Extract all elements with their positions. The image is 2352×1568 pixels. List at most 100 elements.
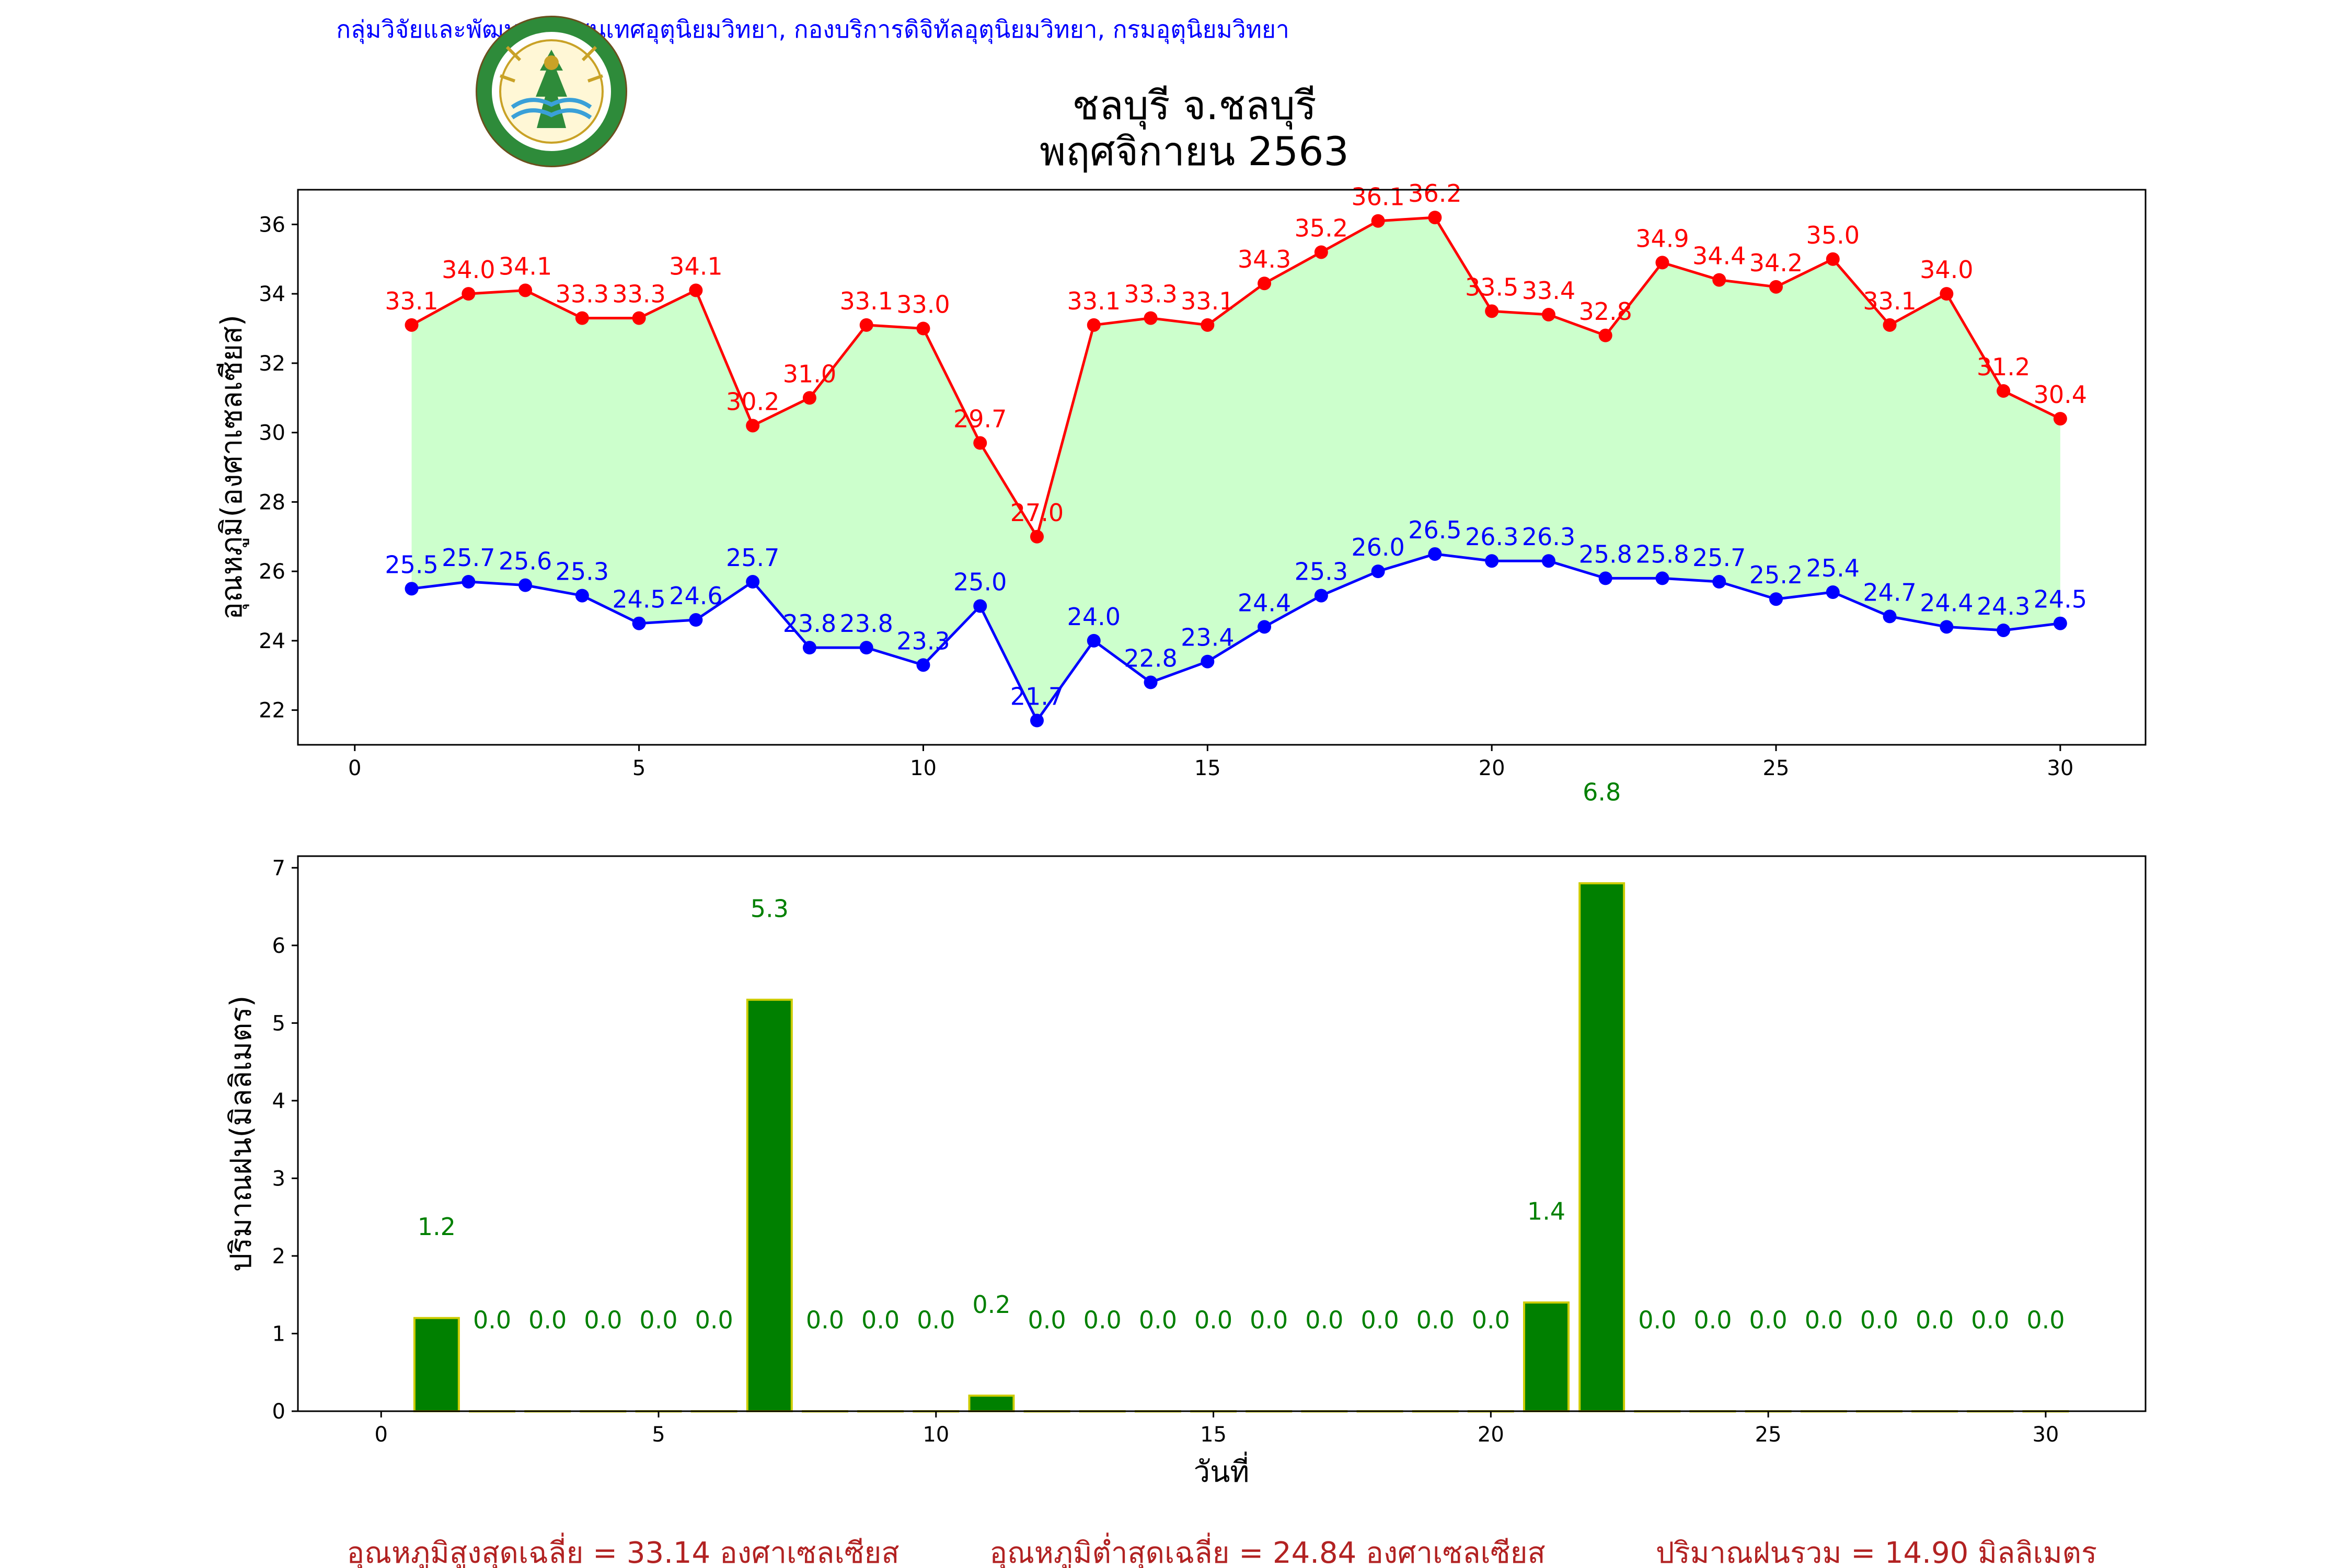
temperature-x-tick-label: 5 (632, 756, 645, 780)
max-temperature-label: 27.0 (1010, 499, 1064, 527)
rainfall-value-label: 0.0 (1305, 1306, 1343, 1334)
max-temperature-point (1258, 276, 1272, 291)
min-temperature-point (1883, 609, 1897, 624)
min-temperature-point (1598, 571, 1612, 585)
max-temperature-point (2053, 412, 2067, 426)
min-temperature-label: 24.5 (2034, 585, 2087, 614)
rainfall-value-label: 0.0 (1361, 1306, 1399, 1334)
min-temperature-point (689, 613, 703, 627)
max-temperature-label: 33.3 (556, 280, 609, 308)
temperature-y-tick-label: 30 (259, 421, 285, 445)
max-temperature-label: 34.3 (1238, 245, 1291, 273)
min-temperature-point (1541, 554, 1555, 568)
min-temperature-label: 26.5 (1408, 516, 1461, 544)
min-temperature-point (973, 599, 987, 613)
max-temperature-label: 33.3 (612, 280, 665, 308)
min-temperature-label: 26.3 (1522, 523, 1575, 551)
min-temperature-label: 24.6 (669, 582, 722, 610)
temperature-x-tick-label: 15 (1194, 756, 1221, 780)
min-temperature-point (405, 582, 419, 596)
max-temperature-label: 34.0 (1920, 256, 1973, 284)
max-temperature-point (1940, 287, 1954, 301)
max-temperature-label: 34.1 (499, 252, 552, 280)
max-temperature-label: 36.1 (1351, 183, 1404, 211)
rainfall-bar (746, 998, 793, 1412)
min-temperature-point (1201, 654, 1215, 668)
min-temperature-label: 25.2 (1749, 561, 1803, 589)
min-temperature-label: 24.3 (1977, 592, 2030, 620)
rainfall-y-tick-label: 7 (272, 856, 285, 880)
max-temperature-point (1314, 245, 1328, 259)
max-temperature-label: 31.2 (1977, 353, 2030, 381)
max-temperature-point (575, 311, 589, 325)
max-temperature-label: 33.1 (1067, 287, 1121, 315)
min-temperature-point (1087, 633, 1101, 648)
max-temperature-label: 34.1 (669, 252, 722, 280)
min-temperature-point (1428, 547, 1442, 561)
temperature-range-fill (411, 217, 2060, 721)
rainfall-value-label: 0.0 (584, 1306, 622, 1334)
max-temperature-label: 35.0 (1806, 221, 1860, 249)
min-temperature-point (1485, 554, 1499, 568)
rainfall-x-tick-label: 0 (375, 1423, 388, 1447)
min-temperature-label: 24.4 (1238, 589, 1291, 617)
temperature-x-tick-label: 30 (2047, 756, 2073, 780)
rainfall-value-label: 0.0 (695, 1306, 733, 1334)
max-temperature-label: 33.1 (1181, 287, 1234, 315)
min-temperature-point (1655, 571, 1669, 585)
summary-total-rain: ปริมาณฝนรวม = 14.90 มิลลิเมตร (1656, 1536, 2097, 1568)
min-temperature-point (575, 589, 589, 603)
rainfall-value-label: 0.0 (806, 1306, 844, 1334)
min-temperature-point (916, 658, 930, 672)
max-temperature-point (1769, 280, 1783, 294)
min-temperature-point (1314, 589, 1328, 603)
min-temperature-label: 25.6 (499, 547, 552, 575)
max-temperature-label: 35.2 (1295, 214, 1348, 242)
max-temperature-point (1997, 384, 2011, 398)
min-temperature-label: 25.0 (953, 568, 1007, 596)
max-temperature-point (462, 287, 476, 301)
rainfall-bar (1578, 882, 1625, 1412)
max-temperature-label: 33.1 (839, 287, 893, 315)
min-temperature-point (1997, 623, 2011, 637)
rainfall-x-tick-label: 10 (923, 1423, 949, 1447)
rainfall-bar (1523, 1301, 1570, 1412)
max-temperature-point (1371, 214, 1385, 228)
min-temperature-label: 25.5 (385, 550, 438, 579)
rainfall-y-tick-label: 2 (272, 1244, 285, 1269)
rainfall-x-tick-label: 30 (2032, 1423, 2059, 1447)
rainfall-value-label: 1.4 (1527, 1197, 1565, 1226)
min-temperature-point (632, 616, 646, 630)
rainfall-x-tick-label: 5 (652, 1423, 665, 1447)
max-temperature-label: 30.2 (726, 387, 779, 416)
max-temperature-point (1655, 256, 1669, 270)
rainfall-value-label: 0.0 (473, 1306, 511, 1334)
rainfall-y-tick-label: 0 (272, 1400, 285, 1424)
chart-title-line2: พฤศจิกายน 2563 (1040, 128, 1349, 175)
max-temperature-point (802, 391, 816, 405)
rainfall-value-label: 0.0 (1860, 1306, 1898, 1334)
max-temperature-label: 32.8 (1578, 297, 1632, 326)
max-temperature-label: 31.0 (783, 360, 836, 388)
max-temperature-label: 34.9 (1635, 224, 1689, 252)
rainfall-value-label: 0.0 (1194, 1306, 1232, 1334)
rainfall-value-label: 0.0 (1805, 1306, 1843, 1334)
max-temperature-point (1030, 529, 1044, 544)
max-temperature-label: 33.5 (1465, 273, 1518, 301)
rainfall-value-label: 0.0 (1472, 1306, 1510, 1334)
max-temperature-point (1144, 311, 1158, 325)
min-temperature-point (1940, 620, 1954, 634)
rainfall-x-tick-label: 15 (1200, 1423, 1227, 1447)
min-temperature-label: 26.0 (1351, 533, 1404, 561)
rainfall-x-tick-label: 20 (1478, 1423, 1504, 1447)
temperature-y-tick-label: 28 (259, 490, 285, 514)
min-temperature-label: 26.3 (1465, 523, 1518, 551)
rainfall-y-tick-label: 5 (272, 1011, 285, 1035)
rainfall-x-tick-label: 25 (1755, 1423, 1782, 1447)
max-temperature-point (1201, 318, 1215, 332)
min-temperature-point (1371, 564, 1385, 579)
max-temperature-point (689, 283, 703, 297)
min-temperature-label: 24.4 (1920, 589, 1973, 617)
min-temperature-label: 25.8 (1578, 540, 1632, 568)
temperature-y-tick-label: 32 (259, 352, 285, 376)
